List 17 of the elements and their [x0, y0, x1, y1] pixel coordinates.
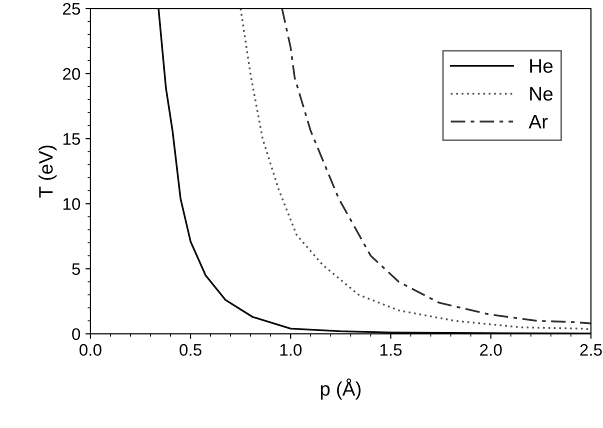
y-tick-label: 10 [63, 198, 80, 210]
legend-label: Ne [530, 87, 553, 101]
y-tick-label: 5 [72, 263, 80, 275]
y-axis-title: T (eV) [38, 146, 57, 198]
y-tick-label: 20 [63, 68, 80, 80]
x-tick-label: 1.0 [280, 344, 302, 356]
y-tick-label: 0 [72, 328, 80, 340]
x-tick-label: 1.5 [380, 344, 402, 356]
x-tick-label: 2.0 [480, 344, 502, 356]
x-tick-label: 0.0 [80, 344, 102, 356]
legend-label: Ar [528, 115, 548, 128]
x-tick-label: 2.5 [580, 344, 602, 356]
x-axis-title: p (Å) [320, 378, 361, 400]
y-tick-label: 15 [63, 133, 80, 145]
y-tick-label: 25 [63, 2, 80, 15]
x-tick-label: 0.5 [180, 344, 202, 356]
legend-label: He [530, 59, 553, 73]
